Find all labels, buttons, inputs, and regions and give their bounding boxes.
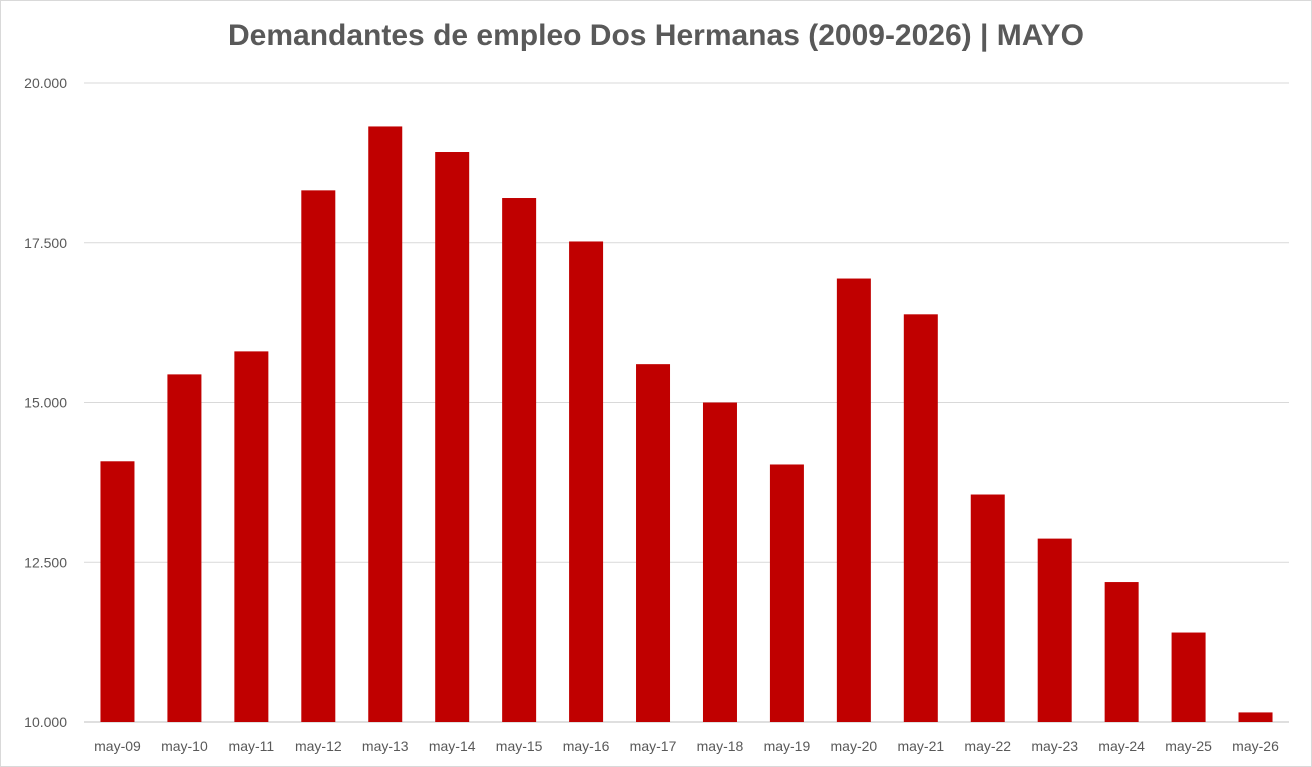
bars (100, 126, 1273, 723)
x-tick-label: may-09 (94, 738, 141, 754)
bar-may-24 (1104, 582, 1139, 722)
bar-may-12 (301, 190, 336, 723)
x-tick-label: may-12 (295, 738, 342, 754)
x-tick-label: may-18 (697, 738, 744, 754)
bar-may-22 (970, 494, 1005, 722)
bar-may-17 (636, 364, 671, 722)
x-tick-label: may-23 (1031, 738, 1078, 754)
x-tick-label: may-20 (831, 738, 878, 754)
y-axis-ticks: 10.000 12.500 15.000 17.500 20.000 (24, 75, 67, 730)
gridlines (84, 82, 1289, 723)
x-tick-label: may-11 (229, 738, 275, 754)
x-tick-label: may-25 (1165, 738, 1212, 754)
bar-may-13 (368, 126, 403, 722)
x-tick-label: may-17 (630, 738, 677, 754)
x-tick-label: may-16 (563, 738, 610, 754)
y-tick-label: 15.000 (24, 395, 67, 411)
y-tick-label: 10.000 (24, 714, 67, 730)
y-tick-label: 12.500 (24, 554, 67, 570)
x-tick-label: may-14 (429, 738, 476, 754)
bar-may-15 (502, 198, 537, 722)
x-tick-label: may-26 (1232, 738, 1279, 754)
bar-may-20 (836, 278, 871, 722)
bar-may-26 (1238, 712, 1273, 722)
x-tick-label: may-19 (764, 738, 811, 754)
x-tick-label: may-15 (496, 738, 543, 754)
bar-may-25 (1171, 632, 1206, 722)
x-axis-ticks: may-09 may-10 may-11 may-12 may-13 may-14 may-… (94, 738, 1279, 754)
y-tick-label: 17.500 (24, 235, 67, 251)
x-tick-label: may-21 (897, 738, 944, 754)
bar-may-23 (1037, 538, 1072, 722)
bar-may-09 (100, 461, 135, 722)
x-tick-label: may-10 (161, 738, 208, 754)
bar-may-18 (702, 402, 737, 722)
bar-may-14 (435, 152, 470, 723)
x-tick-label: may-22 (964, 738, 1011, 754)
bar-may-19 (769, 464, 804, 722)
bar-may-21 (903, 314, 938, 722)
chart-title: Demandantes de empleo Dos Hermanas (2009… (228, 19, 1084, 52)
bar-may-11 (234, 351, 269, 722)
y-tick-label: 20.000 (24, 75, 67, 91)
x-tick-label: may-24 (1098, 738, 1145, 754)
bar-may-10 (167, 374, 202, 722)
bar-may-16 (569, 241, 604, 723)
x-tick-label: may-13 (362, 738, 409, 754)
